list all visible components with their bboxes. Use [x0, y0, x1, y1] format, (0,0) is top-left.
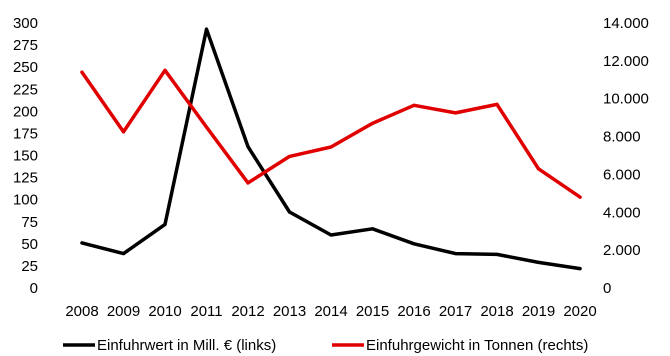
data-point: [536, 260, 541, 264]
legend: Einfuhrwert in Mill. € (links) Einfuhrge…: [63, 337, 588, 354]
y-right-tick-label: 8.000: [603, 129, 641, 146]
x-tick-label: 2018: [480, 303, 513, 320]
x-tick-label: 2012: [231, 303, 264, 320]
x-tick-label: 2008: [65, 303, 98, 320]
y-right-tick-label: 4.000: [603, 204, 641, 221]
data-point: [412, 242, 416, 246]
y-left-tick-label: 250: [13, 59, 38, 76]
data-point: [204, 27, 209, 31]
y-left-tick-label: 125: [13, 170, 38, 187]
y-left-tick-label: 150: [13, 148, 38, 165]
x-tick-label: 2016: [397, 303, 430, 320]
y-left-tick-label: 175: [13, 125, 38, 142]
x-tick-label: 2017: [439, 303, 472, 320]
data-point: [287, 210, 292, 214]
data-point: [80, 70, 84, 74]
legend-label-einfuhrwert: Einfuhrwert in Mill. € (links): [97, 337, 276, 354]
data-point: [246, 145, 250, 149]
series-lines: [80, 27, 582, 271]
data-point: [163, 222, 167, 226]
y-left-tick-label: 200: [13, 103, 38, 120]
data-point: [329, 233, 333, 237]
legend-label-einfuhrgewicht: Einfuhrgewicht in Tonnen (rechts): [366, 337, 588, 354]
data-point: [370, 227, 375, 231]
x-tick-label: 2019: [522, 303, 555, 320]
y-right-tick-label: 6.000: [603, 166, 641, 183]
y-left-tick-label: 225: [13, 81, 38, 98]
y-axis-left-ticks: 0 25 50 75 100 125 150 175 200 225 250 275 300: [13, 15, 38, 297]
data-point: [121, 251, 126, 256]
y-left-tick-label: 0: [30, 280, 38, 297]
data-point: [329, 145, 333, 149]
y-axis-right-ticks: 0 2.000 4.000 6.000 8.000 10.000 12.000 14.000: [603, 15, 649, 297]
x-tick-label: 2010: [148, 303, 181, 320]
series-line-einfuhrgewicht: [80, 68, 582, 199]
y-right-tick-label: 0: [603, 280, 611, 297]
x-tick-label: 2020: [563, 303, 596, 320]
y-right-tick-label: 14.000: [603, 15, 649, 32]
data-point: [80, 241, 84, 245]
data-point: [453, 251, 458, 256]
data-point: [163, 68, 167, 72]
data-point: [453, 111, 458, 115]
data-point: [578, 266, 582, 271]
series-line-einfuhrwert: [80, 27, 582, 271]
y-right-tick-label: 2.000: [603, 242, 641, 259]
y-left-tick-label: 275: [13, 37, 38, 54]
data-point: [495, 102, 499, 106]
y-left-tick-label: 100: [13, 192, 38, 209]
x-tick-label: 2013: [273, 303, 306, 320]
data-point: [536, 167, 541, 171]
y-left-tick-label: 75: [21, 214, 38, 231]
y-left-tick-label: 300: [13, 15, 38, 32]
x-tick-label: 2009: [107, 303, 140, 320]
data-point: [121, 130, 126, 134]
data-point: [204, 125, 209, 129]
data-point: [495, 252, 499, 257]
x-tick-label: 2014: [314, 303, 347, 320]
data-point: [412, 103, 416, 107]
data-point: [578, 195, 582, 199]
x-tick-label: 2015: [356, 303, 389, 320]
data-point: [287, 154, 292, 159]
y-right-tick-label: 12.000: [603, 53, 649, 70]
data-point: [246, 181, 250, 185]
x-tick-label: 2011: [190, 303, 222, 320]
data-point: [370, 121, 375, 125]
y-left-tick-label: 25: [21, 258, 38, 275]
y-right-tick-label: 10.000: [603, 91, 649, 108]
x-axis-ticks: 2008 2009 2010 2011 2012 2013 2014 2015 2016 2017…: [65, 303, 596, 320]
y-left-tick-label: 50: [21, 236, 38, 253]
